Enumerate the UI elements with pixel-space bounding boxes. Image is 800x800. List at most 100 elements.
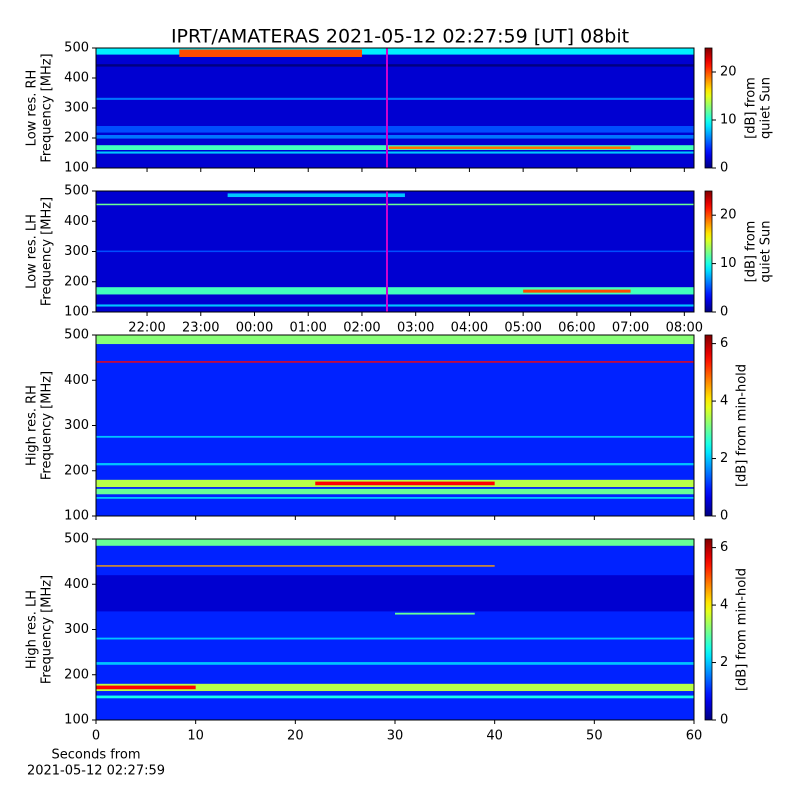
y-label: Frequency [MHz]	[40, 197, 55, 306]
colorbar-label: [dB] from min-hold	[735, 364, 750, 487]
colorbar-tick-label: 10	[720, 256, 737, 271]
colorbar	[704, 538, 713, 721]
x-tick-label: 02:00	[343, 321, 380, 336]
colorbar-tick-label: 0	[720, 161, 728, 176]
x-tick-label: 00:00	[236, 321, 273, 336]
y-label: Low res. LH	[25, 214, 40, 289]
heatmap-band	[315, 481, 495, 486]
x-tick-label: 07:00	[612, 321, 649, 336]
x-label: Seconds from	[51, 748, 140, 763]
x-tick-label: 01:00	[289, 321, 326, 336]
heatmap-band	[227, 193, 405, 198]
heatmap-band	[96, 575, 694, 612]
x-tick-label: 05:00	[504, 321, 541, 336]
y-tick-label: 500	[64, 184, 89, 199]
title: IPRT/AMATERAS 2021-05-12 02:27:59 [UT] 0…	[171, 26, 629, 48]
colorbar	[704, 334, 713, 517]
heatmap-band	[96, 203, 694, 206]
colorbar-label: [dB] from min-hold	[735, 568, 750, 691]
y-tick-label: 100	[64, 509, 89, 524]
y-tick-label: 100	[64, 305, 89, 320]
y-tick-label: 200	[64, 463, 89, 478]
x-tick-label: 04:00	[451, 321, 488, 336]
y-tick-label: 400	[64, 577, 89, 592]
x-tick-label: 03:00	[397, 321, 434, 336]
x-tick-label: 23:00	[182, 321, 219, 336]
x-tick-label: 50	[586, 729, 603, 744]
heatmap-band	[96, 695, 694, 699]
heatmap-band	[96, 435, 694, 438]
y-label: High res. RH	[25, 385, 40, 466]
x-tick-label: 60	[686, 729, 703, 744]
y-label: Frequency [MHz]	[40, 575, 55, 684]
y-label: High res. LH	[25, 590, 40, 669]
heatmap-band	[96, 97, 694, 100]
colorbar-tick-label: 20	[720, 65, 737, 80]
heatmap-band	[96, 135, 694, 139]
colorbar-tick-label: 6	[720, 540, 728, 555]
heatmap-band	[96, 64, 694, 67]
y-tick-label: 300	[64, 418, 89, 433]
y-tick-label: 300	[64, 622, 89, 637]
colorbar-tick-label: 4	[720, 598, 728, 613]
colorbar	[704, 190, 713, 313]
y-tick-label: 500	[64, 41, 89, 56]
heatmap-band	[96, 287, 694, 295]
x-tick-label: 22:00	[128, 321, 165, 336]
colorbar-label: quiet Sun	[759, 220, 774, 282]
heatmap-band	[96, 304, 694, 307]
heatmap-band	[96, 683, 694, 692]
heatmap-band	[96, 126, 694, 133]
y-tick-label: 100	[64, 713, 89, 728]
y-label: Frequency [MHz]	[40, 371, 55, 480]
heatmap-band	[96, 250, 694, 253]
x-tick-label: 08:00	[666, 321, 703, 336]
colorbar-tick-label: 0	[720, 305, 728, 320]
y-tick-label: 500	[64, 532, 89, 547]
y-tick-label: 400	[64, 71, 89, 86]
heatmap-band	[96, 496, 694, 499]
y-tick-label: 500	[64, 328, 89, 343]
y-tick-label: 400	[64, 373, 89, 388]
colorbar-tick-label: 2	[720, 451, 728, 466]
plot-area	[96, 335, 694, 516]
heatmap-band	[96, 361, 694, 363]
y-tick-label: 100	[64, 161, 89, 176]
heatmap-band	[96, 488, 694, 495]
x-tick-label: 10	[187, 729, 204, 744]
x-tick-label: 30	[387, 729, 404, 744]
colorbar-label: quiet Sun	[759, 77, 774, 139]
heatmap-band	[96, 48, 694, 55]
heatmap-band	[179, 49, 362, 57]
plot-area	[96, 48, 694, 168]
y-tick-label: 300	[64, 101, 89, 116]
colorbar-tick-label: 6	[720, 336, 728, 351]
colorbar-label: [dB] from	[744, 77, 759, 139]
heatmap-band	[96, 151, 694, 154]
x-tick-label: 20	[287, 729, 304, 744]
colorbar	[704, 47, 713, 169]
plot-area	[96, 191, 694, 312]
heatmap-band	[395, 612, 475, 615]
colorbar-tick-label: 4	[720, 394, 728, 409]
heatmap-band	[96, 662, 694, 665]
y-tick-label: 200	[64, 131, 89, 146]
colorbar-tick-label: 2	[720, 655, 728, 670]
heatmap-band	[388, 146, 631, 150]
y-label: Low res. RH	[25, 70, 40, 147]
y-tick-label: 400	[64, 214, 89, 229]
colorbar-tick-label: 10	[720, 113, 737, 128]
x-label: 2021-05-12 02:27:59	[27, 764, 165, 779]
heatmap-band	[523, 289, 631, 293]
heatmap-band	[96, 685, 196, 690]
colorbar-label: [dB] from	[744, 221, 759, 283]
heatmap-band	[96, 335, 694, 345]
colorbar-tick-label: 0	[720, 713, 728, 728]
colorbar-tick-label: 20	[720, 208, 737, 223]
y-label: Frequency [MHz]	[40, 53, 55, 162]
x-tick-label: 0	[92, 729, 100, 744]
colorbar-tick-label: 0	[720, 509, 728, 524]
y-tick-label: 200	[64, 274, 89, 289]
y-tick-label: 300	[64, 244, 89, 259]
